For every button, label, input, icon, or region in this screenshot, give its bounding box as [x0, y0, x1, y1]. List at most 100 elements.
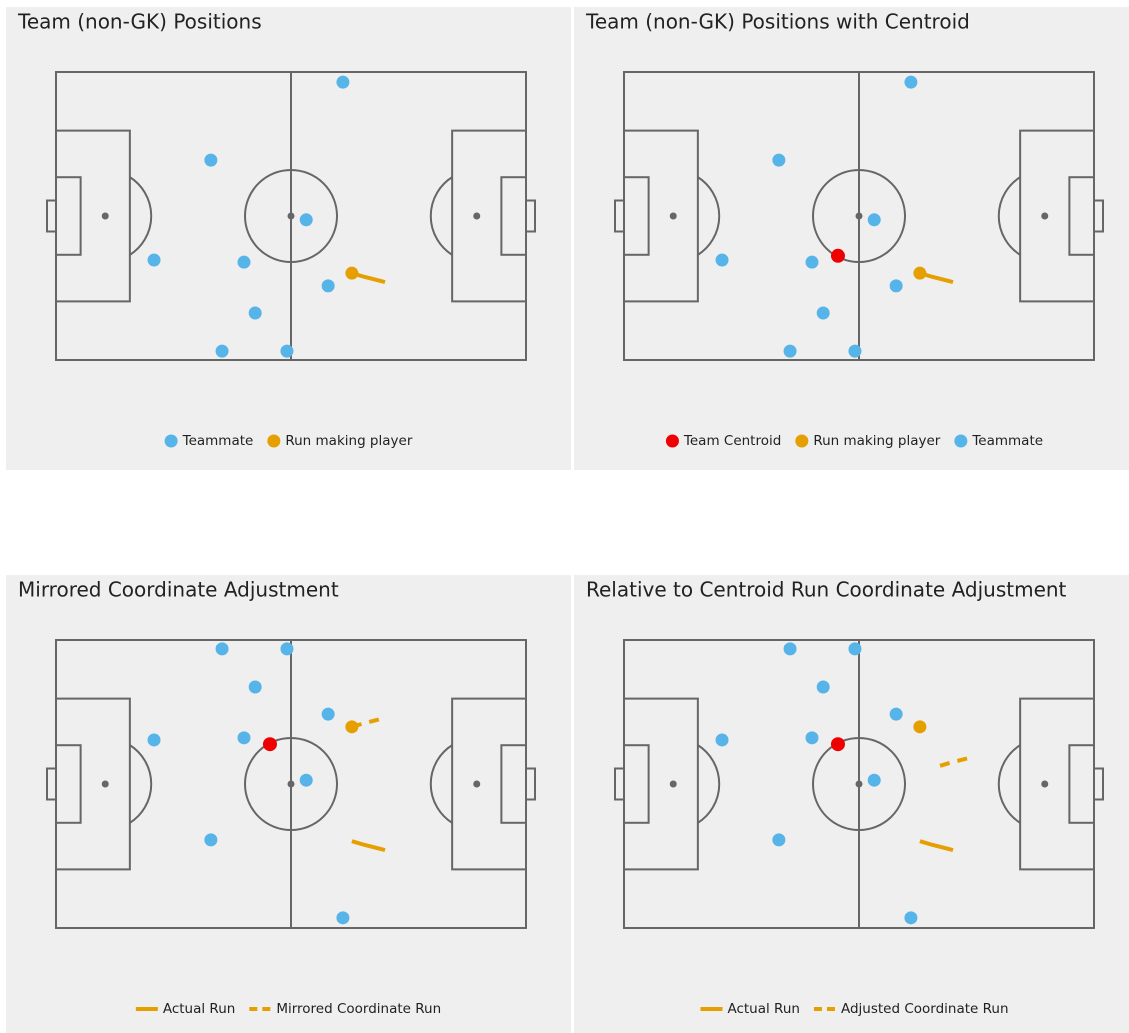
panel-background — [574, 7, 1129, 470]
player-dot — [904, 75, 918, 89]
penalty-spot — [669, 212, 677, 220]
centre-spot — [855, 212, 863, 220]
player-dot — [867, 773, 881, 787]
player-dot — [147, 733, 161, 747]
centre-circle — [244, 169, 338, 263]
player-dot — [321, 707, 335, 721]
player-dot — [204, 153, 218, 167]
centre-circle — [244, 737, 338, 831]
player-dot — [280, 344, 294, 358]
player-dot — [867, 213, 881, 227]
player-dot — [321, 279, 335, 293]
penalty-spot — [473, 780, 481, 788]
player-dot — [147, 253, 161, 267]
legend-label: Teammate — [182, 433, 254, 449]
player-dot — [830, 737, 845, 752]
penalty-spot — [101, 212, 109, 220]
player-dot — [783, 642, 797, 656]
legend-marker — [954, 434, 968, 448]
player-dot — [783, 344, 797, 358]
penalty-arc — [429, 744, 453, 824]
player-dot — [299, 213, 313, 227]
goal — [46, 767, 57, 801]
centre-circle — [812, 737, 906, 831]
player-dot — [715, 253, 729, 267]
player-dot — [237, 255, 251, 269]
player-dot — [248, 306, 262, 320]
penalty-arc — [429, 176, 453, 256]
penalty-arc — [697, 744, 721, 824]
player-dot — [336, 75, 350, 89]
legend-label: Run making player — [813, 433, 940, 449]
run-path — [939, 754, 974, 768]
panel-title: Mirrored Coordinate Adjustment — [18, 578, 339, 602]
player-dot — [904, 911, 918, 925]
penalty-arc — [129, 744, 153, 824]
penalty-spot — [473, 212, 481, 220]
centre-circle — [812, 169, 906, 263]
player-dot — [848, 344, 862, 358]
penalty-spot — [669, 780, 677, 788]
player-dot — [805, 731, 819, 745]
player-dot — [280, 642, 294, 656]
player-dot — [889, 707, 903, 721]
goal — [46, 199, 57, 233]
goal — [1093, 767, 1104, 801]
run-path — [351, 839, 386, 853]
panel-title: Relative to Centroid Run Coordinate Adju… — [586, 578, 1067, 602]
player-dot — [830, 248, 845, 263]
player-dot — [913, 720, 927, 734]
legend-label: Actual Run — [727, 1001, 799, 1017]
player-dot — [336, 911, 350, 925]
player-dot — [715, 733, 729, 747]
legend-marker — [267, 434, 281, 448]
penalty-spot — [101, 780, 109, 788]
penalty-arc — [997, 744, 1021, 824]
player-dot — [345, 266, 359, 280]
player-dot — [237, 731, 251, 745]
run-path — [919, 839, 954, 853]
player-dot — [913, 266, 927, 280]
player-dot — [772, 153, 786, 167]
centre-spot — [855, 780, 863, 788]
goal — [525, 199, 536, 233]
player-dot — [848, 642, 862, 656]
player-dot — [772, 833, 786, 847]
player-dot — [215, 344, 229, 358]
centre-spot — [287, 212, 295, 220]
panel: Team (non-GK) Positions with Centroid Tea… — [574, 7, 1129, 470]
goal — [614, 767, 625, 801]
player-dot — [816, 306, 830, 320]
panel: Team (non-GK) Positions Teammate Run makin… — [6, 7, 571, 470]
legend-marker — [665, 434, 679, 448]
penalty-arc — [129, 176, 153, 256]
player-dot — [248, 680, 262, 694]
legend-label: Mirrored Coordinate Run — [276, 1001, 441, 1017]
goal — [1093, 199, 1104, 233]
legend-label: Team Centroid — [683, 433, 781, 449]
legend-label: Adjusted Coordinate Run — [841, 1001, 1009, 1017]
penalty-spot — [1041, 780, 1049, 788]
player-dot — [204, 833, 218, 847]
legend-marker — [164, 434, 178, 448]
player-dot — [262, 737, 277, 752]
legend-label: Run making player — [285, 433, 412, 449]
panel: Relative to Centroid Run Coordinate Adju… — [574, 575, 1129, 1033]
legend-label: Teammate — [971, 433, 1043, 449]
player-dot — [345, 720, 359, 734]
centre-spot — [287, 780, 295, 788]
player-dot — [889, 279, 903, 293]
panel-title: Team (non-GK) Positions with Centroid — [585, 10, 970, 34]
panel: Mirrored Coordinate Adjustment Actual Run… — [6, 575, 571, 1033]
panel-title: Team (non-GK) Positions — [17, 10, 262, 34]
goal — [525, 767, 536, 801]
legend-marker — [795, 434, 809, 448]
player-dot — [299, 773, 313, 787]
penalty-arc — [997, 176, 1021, 256]
panel-background — [6, 7, 571, 470]
goal — [614, 199, 625, 233]
player-dot — [805, 255, 819, 269]
player-dot — [215, 642, 229, 656]
player-dot — [816, 680, 830, 694]
